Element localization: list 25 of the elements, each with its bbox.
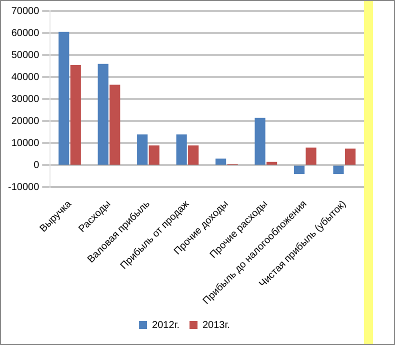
y-tick-label: 40000: [11, 72, 40, 83]
y-tick-label: 10000: [11, 138, 40, 149]
y-tick-label: 70000: [11, 6, 40, 17]
bar: [70, 64, 81, 165]
y-tick-label: 50000: [11, 50, 40, 61]
y-tick-label: 30000: [11, 94, 40, 105]
bar: [98, 64, 108, 165]
legend-label: 2012г.: [152, 320, 180, 331]
y-tick-label: -10000: [8, 182, 40, 193]
y-tick-label: 20000: [11, 116, 40, 127]
bar: [137, 134, 148, 165]
bar: [58, 32, 70, 165]
bar: [344, 148, 356, 165]
y-tick-label: 0: [34, 160, 40, 171]
bar: [216, 158, 226, 165]
bar: [306, 148, 316, 165]
bar: [148, 145, 160, 165]
bar: [176, 134, 187, 165]
legend-label: 2013г.: [202, 320, 230, 331]
y-tick-label: 60000: [11, 28, 40, 39]
bar: [188, 145, 199, 165]
bar: [110, 84, 120, 165]
bar: [254, 118, 266, 165]
bar: [333, 166, 344, 174]
bar: [294, 166, 305, 174]
